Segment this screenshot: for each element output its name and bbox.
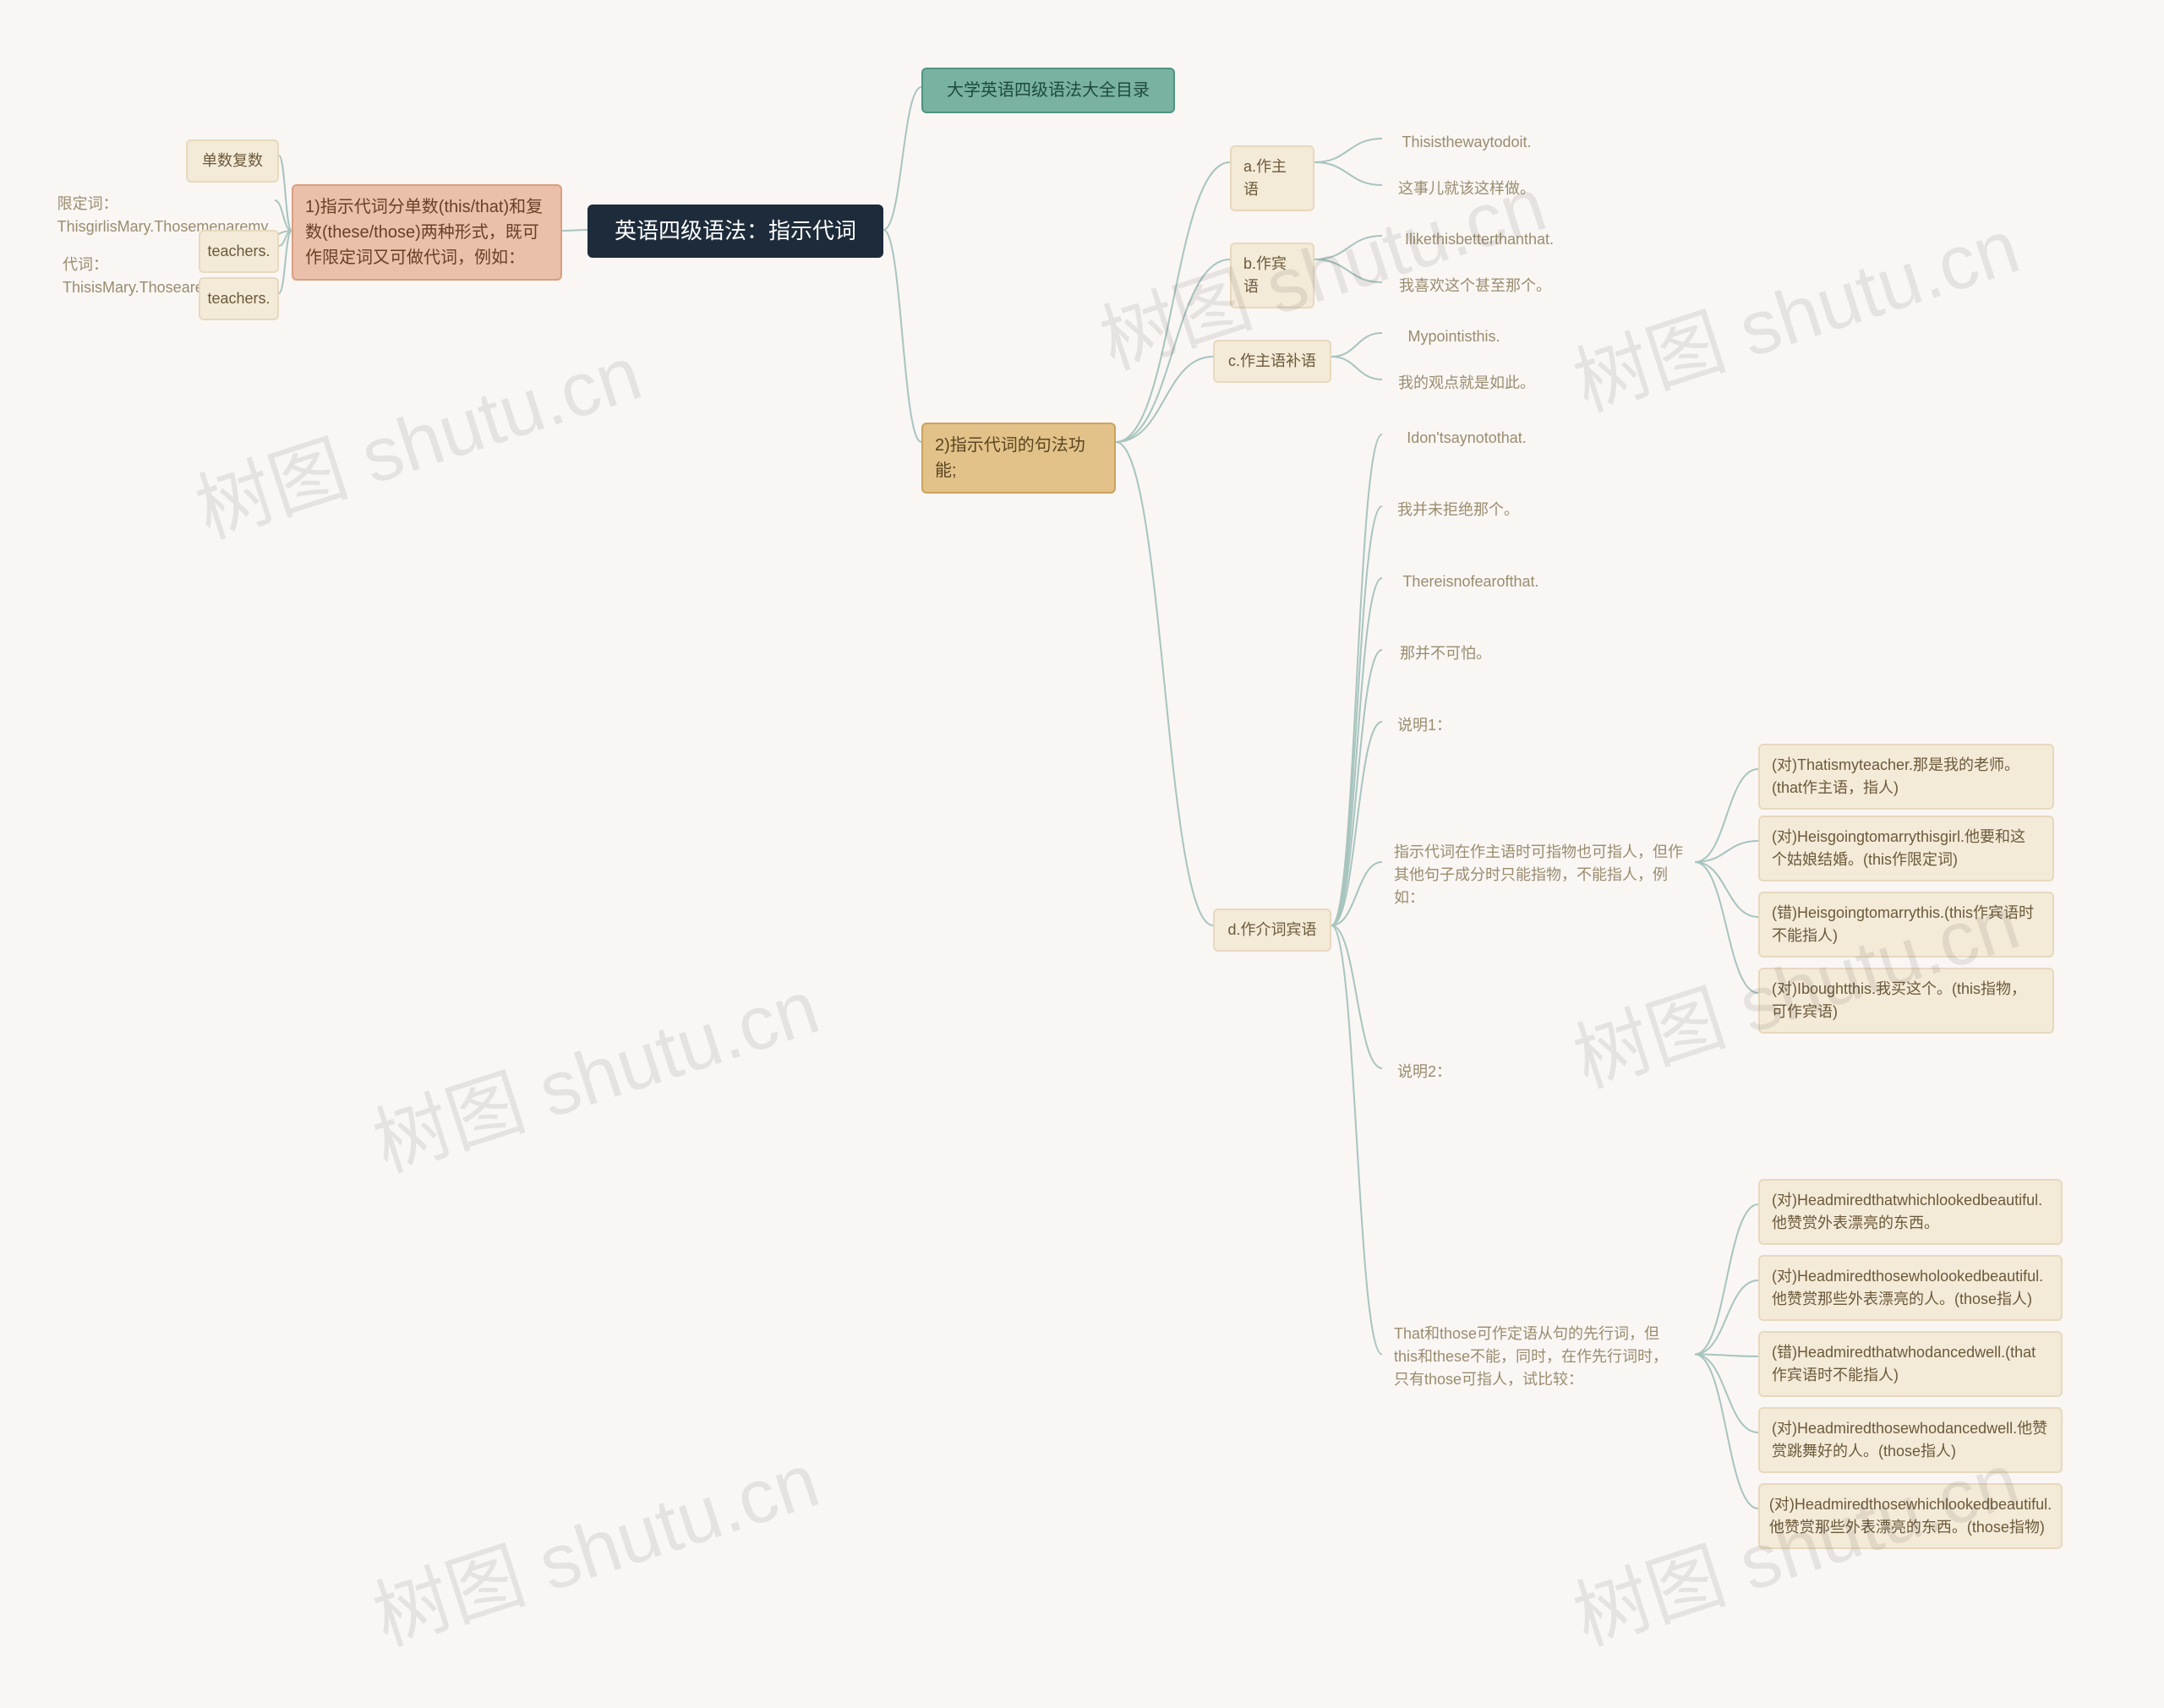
connector <box>1695 1280 1758 1355</box>
connector <box>1695 862 1758 993</box>
connector <box>279 156 292 231</box>
node-r_b: b.作宾语 <box>1230 243 1314 308</box>
node-r_d5: 说明1： <box>1382 706 1467 745</box>
node-r_c2: 我的观点就是如此。 <box>1382 363 1551 403</box>
connector <box>1314 259 1382 282</box>
node-r_d8a: (对)Headmiredthatwhichlookedbeautiful.他赞赏… <box>1758 1179 2063 1245</box>
connector <box>1695 1355 1758 1433</box>
connector <box>1331 722 1382 925</box>
node-r_b2: 我喜欢这个甚至那个。 <box>1382 266 1568 306</box>
node-r_d6d: (对)Iboughtthis.我买这个。(this指物，可作宾语) <box>1758 968 2054 1034</box>
node-r_d6b: (对)Heisgoingtomarrythisgirl.他要和这个姑娘结婚。(t… <box>1758 816 2054 881</box>
node-r_a1: Thisisthewaytodoit. <box>1382 123 1551 162</box>
node-r_d3: Thereisnofearofthat. <box>1382 562 1560 602</box>
connector <box>1331 333 1382 357</box>
connector <box>1695 1355 1758 1357</box>
connector <box>1331 650 1382 925</box>
node-r_d8: That和those可作定语从句的先行词，但this和these不能，同时，在作… <box>1382 1314 1695 1400</box>
node-r_b1: Ilikethisbetterthanthat. <box>1382 220 1577 259</box>
connector <box>1116 357 1213 442</box>
node-r_d6a: (对)Thatismyteacher.那是我的老师。(that作主语，指人) <box>1758 744 2054 810</box>
connector <box>883 87 921 230</box>
connector <box>1695 1204 1758 1355</box>
node-r_d7: 说明2： <box>1382 1052 1467 1092</box>
node-r_d4: 那并不可怕。 <box>1382 634 1509 674</box>
node-r_d8b: (对)Headmiredthosewholookedbeautiful.他赞赏那… <box>1758 1255 2063 1321</box>
connector <box>1314 139 1382 162</box>
node-r_d6c: (错)Heisgoingtomarrythis.(this作宾语时不能指人) <box>1758 892 2054 958</box>
connector <box>1695 769 1758 862</box>
node-r_d2: 我并未拒绝那个。 <box>1382 490 1534 530</box>
node-r_d8d: (对)Headmiredthosewhodancedwell.他赞赏跳舞好的人。… <box>1758 1407 2063 1473</box>
node-l_e: teachers. <box>199 277 279 320</box>
node-r_a: a.作主语 <box>1230 145 1314 211</box>
watermark: 树图 shutu.cn <box>358 1419 830 1666</box>
node-r_a2: 这事儿就该这样做。 <box>1382 169 1551 209</box>
node-r_d8c: (错)Headmiredthatwhodancedwell.(that作宾语时不… <box>1758 1331 2063 1397</box>
connector <box>562 230 587 231</box>
node-root: 英语四级语法：指示代词 <box>587 205 883 258</box>
node-l_d: teachers. <box>199 230 279 273</box>
connector <box>883 230 921 442</box>
connector <box>1331 434 1382 925</box>
connector <box>1331 506 1382 925</box>
node-r_d8e: (对)Headmiredthosewhichlookedbeautiful.他赞… <box>1758 1483 2063 1549</box>
watermark: 树图 shutu.cn <box>358 946 830 1192</box>
connector <box>1331 357 1382 379</box>
node-r_d6: 指示代词在作主语时可指物也可指人，但作其他句子成分时只能指物，不能指人，例如： <box>1382 832 1695 918</box>
node-r_d: d.作介词宾语 <box>1213 909 1331 952</box>
node-r_d1: Idon'tsaynotothat. <box>1382 418 1551 458</box>
node-l_a: 单数复数 <box>186 139 279 183</box>
connector <box>1331 925 1382 1068</box>
node-top: 大学英语四级语法大全目录 <box>921 68 1175 113</box>
connector <box>1331 925 1382 1355</box>
connector <box>275 200 292 231</box>
node-r_c1: Mypointisthis. <box>1382 317 1526 357</box>
node-r_c: c.作主语补语 <box>1213 340 1331 383</box>
connector <box>1314 162 1382 185</box>
connector <box>279 231 292 293</box>
connector <box>1116 162 1230 442</box>
connector <box>1314 236 1382 259</box>
connector <box>279 231 292 246</box>
connector <box>1695 862 1758 917</box>
connector <box>1116 442 1213 925</box>
connector <box>1695 841 1758 862</box>
node-left1: 1)指示代词分单数(this/that)和复数(these/those)两种形式… <box>292 184 562 281</box>
watermark: 树图 shutu.cn <box>1558 185 2030 432</box>
connector <box>1331 578 1382 925</box>
connector <box>1331 862 1382 925</box>
watermark: 树图 shutu.cn <box>180 312 653 559</box>
connector <box>1695 1355 1758 1509</box>
node-right2: 2)指示代词的句法功能; <box>921 423 1116 494</box>
